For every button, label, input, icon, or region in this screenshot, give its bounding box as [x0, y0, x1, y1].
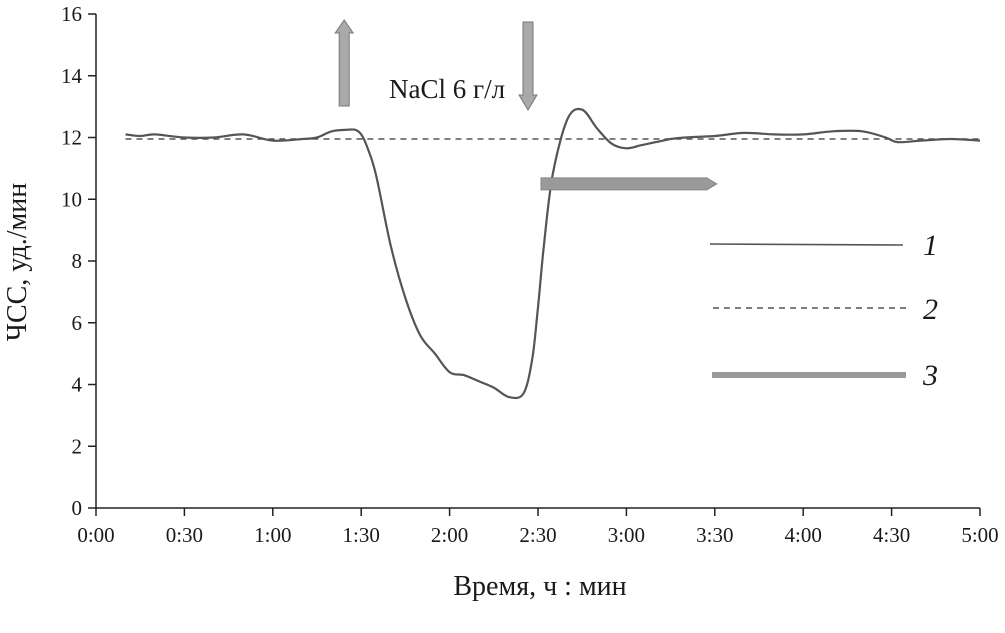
legend-label-2: 2 — [923, 293, 938, 326]
x-tick-label: 5:00 — [961, 523, 998, 547]
x-tick-label: 3:00 — [608, 523, 645, 547]
down-arrow-icon — [518, 21, 538, 111]
y-tick-label: 12 — [61, 126, 82, 150]
x-tick-label: 0:00 — [77, 523, 114, 547]
x-tick-label: 2:00 — [431, 523, 468, 547]
nacl-annotation: NaCl 6 г/л — [389, 74, 505, 104]
x-axis-ticks: 0:00 0:30 1:00 1:30 2:00 2:30 3:00 3:30 4:00 4:30… — [77, 508, 999, 547]
marker-layer — [334, 19, 718, 191]
series-1-heart-rate — [125, 107, 981, 400]
y-tick-label: 14 — [61, 64, 83, 88]
y-tick-label: 2 — [72, 434, 83, 458]
x-axis-title: Время, ч : мин — [453, 571, 626, 602]
y-tick-label: 6 — [72, 311, 83, 335]
legend-label-3: 3 — [922, 359, 938, 392]
x-tick-label: 1:30 — [343, 523, 380, 547]
x-tick-label: 2:30 — [519, 523, 556, 547]
x-tick-label: 3:30 — [696, 523, 733, 547]
series-layer — [125, 107, 981, 400]
y-tick-label: 4 — [72, 373, 83, 397]
y-tick-label: 8 — [72, 249, 83, 273]
x-tick-label: 4:00 — [785, 523, 822, 547]
up-arrow-icon — [334, 19, 355, 107]
y-axis-ticks: 0 2 4 6 8 10 12 14 16 — [61, 2, 96, 520]
bar-3-period — [540, 177, 718, 191]
y-tick-label: 0 — [72, 496, 83, 520]
x-tick-label: 4:30 — [873, 523, 910, 547]
y-tick-label: 16 — [61, 2, 82, 26]
y-axis-title: ЧСС, уд./мин — [2, 183, 33, 342]
legend-line-1 — [709, 243, 904, 246]
axes — [95, 14, 980, 509]
x-tick-label: 0:30 — [166, 523, 203, 547]
x-tick-label: 1:00 — [254, 523, 291, 547]
legend-label-1: 1 — [923, 229, 938, 262]
y-tick-label: 10 — [61, 187, 82, 211]
legend: 1 2 3 — [709, 229, 938, 392]
